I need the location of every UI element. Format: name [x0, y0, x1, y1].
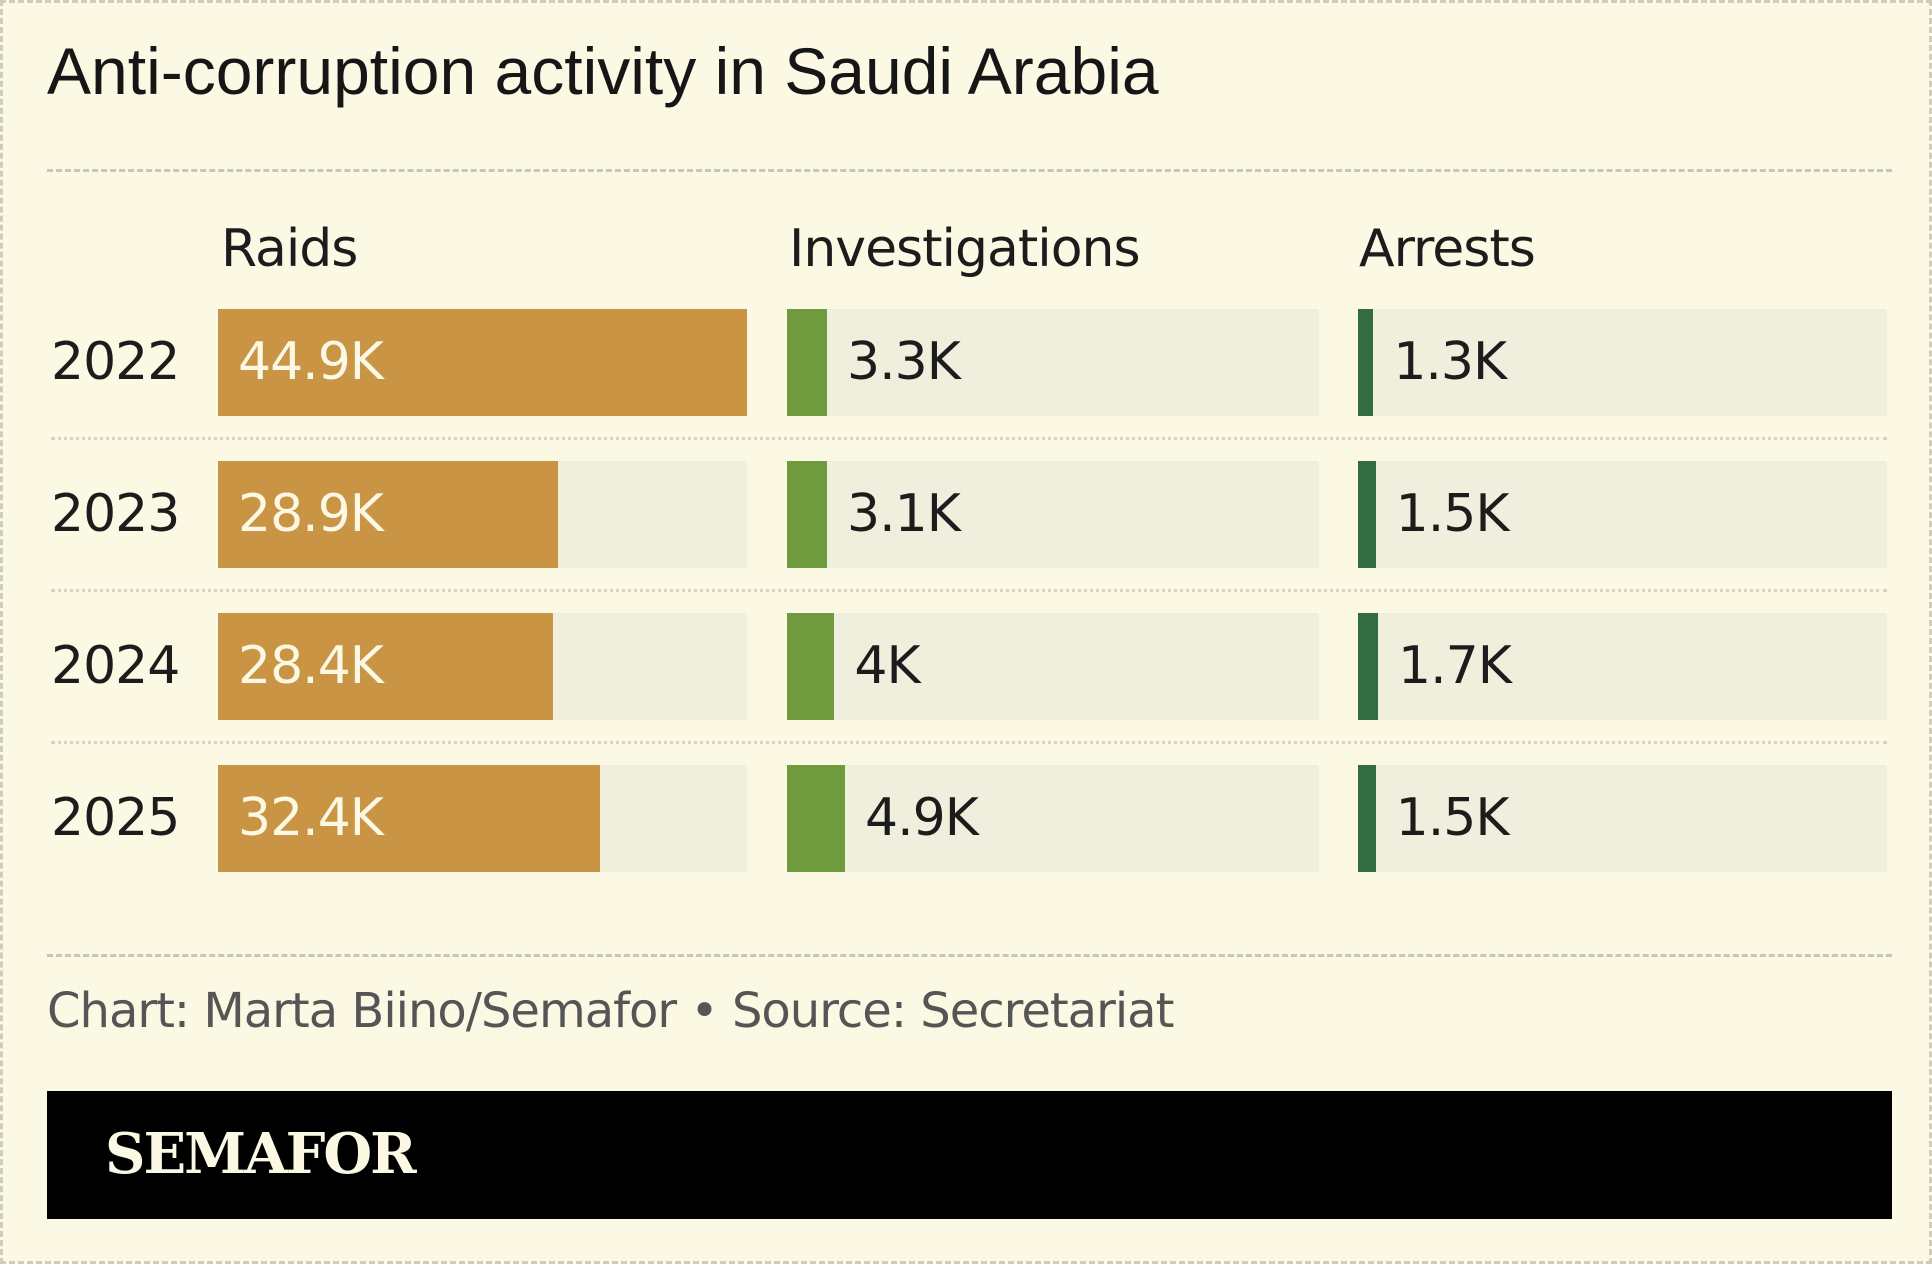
bar-raids-2024: [218, 613, 553, 720]
value-label-investigations-2023: 3.1K: [847, 484, 961, 544]
bar-track-raids-2025: 32.4K: [218, 765, 747, 872]
header-investigations: Investigations: [789, 219, 1141, 279]
chart-credit: Chart: Marta Biino/Semafor • Source: Sec…: [47, 983, 1174, 1039]
value-label-arrests-2024: 1.7K: [1398, 636, 1512, 696]
value-label-raids-2023: 28.9K: [238, 484, 384, 544]
bar-raids-2025: [218, 765, 600, 872]
value-label-raids-2022: 44.9K: [238, 332, 384, 392]
year-label-2022: 2022: [51, 332, 180, 392]
bar-raids-2022: [218, 309, 747, 416]
bar-investigations-2025: [787, 765, 846, 872]
chart-title: Anti-corruption activity in Saudi Arabia: [47, 34, 1159, 108]
top-divider: [47, 169, 1892, 172]
bar-raids-2023: [218, 461, 559, 568]
bar-track-investigations-2025: 4.9K: [787, 765, 1319, 872]
bar-arrests-2025: [1358, 765, 1376, 872]
value-label-arrests-2023: 1.5K: [1395, 484, 1510, 544]
row-separator: [51, 437, 1887, 440]
bar-investigations-2024: [787, 613, 835, 720]
bar-track-arrests-2023: 1.5K: [1358, 461, 1887, 568]
header-raids: Raids: [221, 219, 358, 279]
year-label-2025: 2025: [51, 788, 180, 848]
bar-track-raids-2023: 28.9K: [218, 461, 747, 568]
value-label-investigations-2022: 3.3K: [847, 332, 961, 392]
value-label-raids-2025: 32.4K: [238, 788, 384, 848]
row-separator: [51, 741, 1887, 744]
bar-track-investigations-2024: 4K: [787, 613, 1319, 720]
semafor-logo: SEMAFOR: [105, 1121, 417, 1187]
bar-track-arrests-2025: 1.5K: [1358, 765, 1887, 872]
brand-footer: SEMAFOR: [47, 1091, 1892, 1219]
bar-track-raids-2022: 44.9K: [218, 309, 747, 416]
bar-track-investigations-2022: 3.3K: [787, 309, 1319, 416]
bar-arrests-2024: [1358, 613, 1379, 720]
bar-investigations-2022: [787, 309, 827, 416]
bar-track-arrests-2024: 1.7K: [1358, 613, 1887, 720]
value-label-investigations-2025: 4.9K: [865, 788, 979, 848]
value-label-arrests-2025: 1.5K: [1395, 788, 1510, 848]
bar-track-raids-2024: 28.4K: [218, 613, 747, 720]
value-label-investigations-2024: 4K: [854, 636, 920, 696]
bar-arrests-2022: [1358, 309, 1374, 416]
value-label-arrests-2022: 1.3K: [1393, 332, 1507, 392]
bar-track-investigations-2023: 3.1K: [787, 461, 1319, 568]
bottom-divider: [47, 954, 1892, 957]
row-separator: [51, 589, 1887, 592]
year-label-2024: 2024: [51, 636, 180, 696]
bar-track-arrests-2022: 1.3K: [1358, 309, 1887, 416]
value-label-raids-2024: 28.4K: [238, 636, 384, 696]
header-arrests: Arrests: [1359, 219, 1536, 279]
year-label-2023: 2023: [51, 484, 180, 544]
bar-arrests-2023: [1358, 461, 1376, 568]
bar-investigations-2023: [787, 461, 827, 568]
